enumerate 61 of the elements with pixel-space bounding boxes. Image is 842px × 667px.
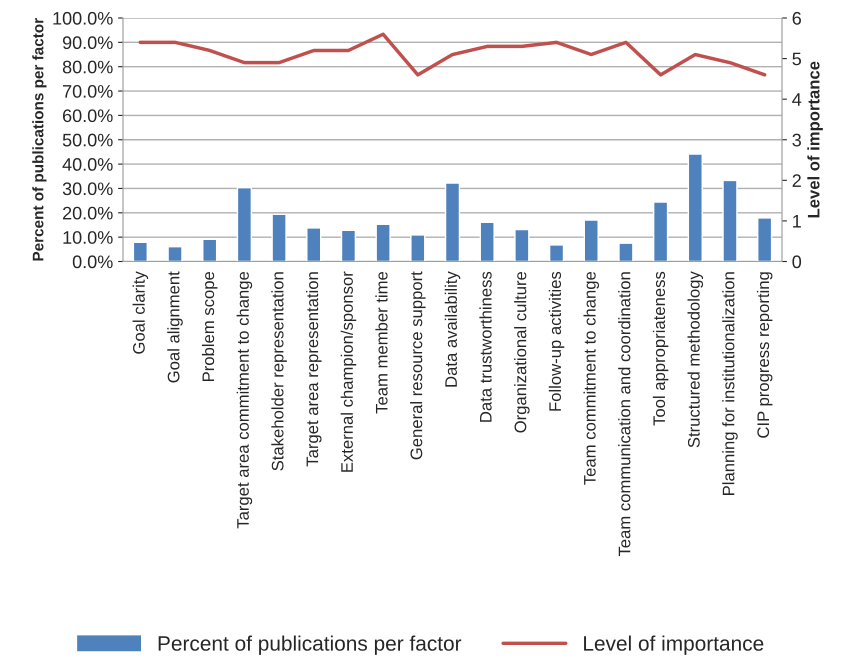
bar: [688, 153, 703, 262]
y-tick-label: 0.0%: [72, 255, 113, 268]
bar: [514, 228, 530, 262]
x-tick-label: Structured methodology: [688, 271, 704, 448]
legend-label: Percent of publications per factor: [158, 636, 462, 655]
x-tick-label: Tool appropriateness: [652, 272, 668, 426]
x-tick-label: Follow-up activities: [548, 272, 564, 411]
bar: [132, 242, 148, 262]
y2-tick-label: 6: [792, 12, 801, 25]
y-tick-label: 60.0%: [63, 109, 113, 122]
y-tick-label: 10.0%: [63, 231, 113, 244]
y2-tick-label: 1: [793, 215, 801, 228]
x-tick-label: Organizational culture: [514, 272, 530, 433]
y-tick-label: 90.0%: [62, 36, 113, 50]
bar: [480, 222, 495, 262]
x-tick-label: Goal alignment: [167, 271, 183, 382]
x-tick-label: Data availability: [444, 271, 460, 387]
x-tick-label: Planning for institutionalization: [722, 272, 738, 495]
bar: [757, 217, 772, 262]
x-tick-label: General resource support: [410, 271, 426, 460]
bar: [410, 234, 426, 262]
bar: [376, 224, 391, 262]
legend-label: Level of importance: [584, 636, 764, 655]
y-tick-label: 20.0%: [62, 206, 113, 220]
y2-tick-label: 4: [792, 93, 802, 106]
y2-tick-label: 2: [792, 174, 801, 187]
x-tick-label: Team communication and coordination: [618, 272, 630, 556]
y-tick-label: 50.0%: [62, 134, 113, 146]
x-tick-label: CIP progress reporting: [756, 272, 772, 438]
x-tick-label: Data trustworthiness: [479, 272, 492, 422]
y-axis-title: Percent of publications per factor: [32, 18, 46, 261]
x-tick-label: Problem scope: [202, 272, 218, 382]
x-tick-label: Target area representation: [306, 272, 322, 466]
x-tick-label: External champion/sponsor: [340, 271, 356, 472]
y-tick-label: 40.0%: [62, 158, 113, 171]
y2-axis-title: Level of importance: [807, 62, 823, 218]
y-tick-label: 100.0%: [53, 12, 113, 25]
y-tick-label: 70.0%: [63, 84, 113, 98]
bar: [722, 180, 738, 262]
x-tick-label: Team member time: [375, 272, 388, 414]
y2-tick-label: 5: [792, 52, 802, 66]
bar: [444, 182, 460, 262]
bar: [236, 187, 252, 262]
x-tick-label: Team commitment to change: [583, 272, 600, 485]
bar: [652, 201, 668, 262]
bar: [584, 219, 599, 262]
bar: [340, 230, 356, 262]
y2-tick-label: 0: [792, 255, 802, 268]
x-tick-label: Stakeholder representation: [271, 272, 287, 471]
bar: [548, 244, 564, 262]
y2-tick-label: 3: [792, 134, 801, 146]
line-series: [138, 32, 766, 77]
y-tick-label: 30.0%: [62, 182, 113, 196]
bar: [167, 246, 183, 262]
x-tick-label: Target area commitment to change: [236, 272, 252, 528]
bar: [202, 238, 218, 262]
bar: [271, 214, 287, 262]
bar: [618, 242, 634, 262]
bar: [306, 227, 322, 262]
y-tick-label: 80.0%: [62, 60, 113, 74]
x-tick-label: Goal clarity: [132, 271, 148, 354]
